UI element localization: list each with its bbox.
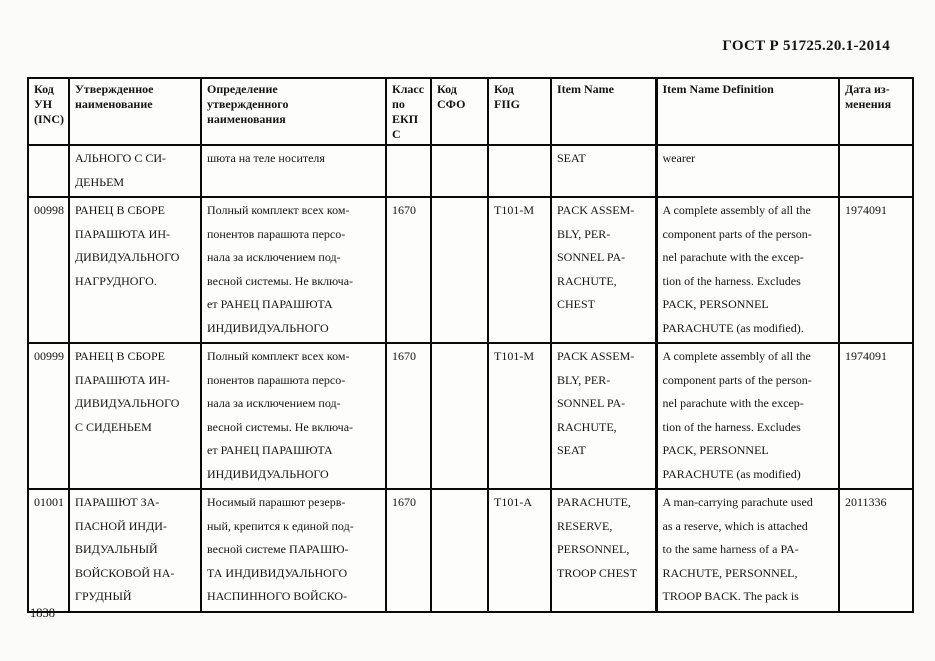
column-header-approved-name: Утвержденное наименование	[68, 77, 202, 146]
cell-approved-name-definition: Носимый парашют резерв- ный, крепится к …	[200, 488, 387, 613]
cell-approved-name-definition: Полный комплект всех ком- понентов параш…	[200, 342, 387, 490]
cell-inc-code: 00999	[27, 342, 70, 490]
page-number: 1838	[30, 606, 55, 620]
cell-change-date: 1974091	[838, 342, 914, 490]
cell-approved-name-definition: Полный комплект всех ком- понентов параш…	[200, 196, 387, 344]
cell-inc-code	[27, 144, 70, 198]
cell-sfo-code	[430, 144, 489, 198]
cell-sfo-code	[430, 488, 489, 613]
table-row: 00998 РАНЕЦ В СБОРЕ ПАРАШЮТА ИН- ДИВИДУА…	[27, 196, 914, 344]
cell-item-name: SEAT	[550, 144, 657, 198]
cell-inc-code: 00998	[27, 196, 70, 344]
cell-inc-code: 01001	[27, 488, 70, 613]
cell-item-name-definition: A complete assembly of all the component…	[654, 342, 840, 490]
table-row: АЛЬНОГО С СИ- ДЕНЬЕМ шюта на теле носите…	[27, 144, 914, 198]
cell-change-date	[838, 144, 914, 198]
cell-item-name-definition: wearer	[654, 144, 840, 198]
column-header-item-name-definition: Item Name Definition	[654, 77, 840, 146]
cell-change-date: 2011336	[838, 488, 914, 613]
cell-fiig-code: T101-M	[487, 342, 552, 490]
header-row: Код УН (INC) Утвержденное наименование О…	[27, 77, 914, 146]
cell-change-date: 1974091	[838, 196, 914, 344]
cell-sfo-code	[430, 196, 489, 344]
cell-ekps-class: 1670	[385, 196, 432, 344]
cell-sfo-code	[430, 342, 489, 490]
column-header-ekps-class: Класс по ЕКП С	[385, 77, 432, 146]
column-header-fiig-code: Код FIIG	[487, 77, 552, 146]
cell-approved-name: АЛЬНОГО С СИ- ДЕНЬЕМ	[68, 144, 202, 198]
column-header-change-date: Дата из- менения	[838, 77, 914, 146]
cell-item-name-definition: A complete assembly of all the component…	[654, 196, 840, 344]
cell-ekps-class: 1670	[385, 488, 432, 613]
cell-fiig-code	[487, 144, 552, 198]
column-header-item-name: Item Name	[550, 77, 657, 146]
cell-approved-name: ПАРАШЮТ ЗА- ПАСНОЙ ИНДИ- ВИДУАЛЬНЫЙ ВОЙС…	[68, 488, 202, 613]
table-row: 00999 РАНЕЦ В СБОРЕ ПАРАШЮТА ИН- ДИВИДУА…	[27, 342, 914, 490]
cell-fiig-code: T101-M	[487, 196, 552, 344]
cell-item-name: PACK ASSEM- BLY, PER- SONNEL PA- RACHUTE…	[550, 342, 657, 490]
cell-ekps-class	[385, 144, 432, 198]
cell-fiig-code: T101-A	[487, 488, 552, 613]
table-row: 01001 ПАРАШЮТ ЗА- ПАСНОЙ ИНДИ- ВИДУАЛЬНЫ…	[27, 488, 914, 613]
column-header-approved-name-definition: Определение утвержденного наименования	[200, 77, 387, 146]
column-header-inc-code: Код УН (INC)	[27, 77, 70, 146]
cell-item-name-definition: A man-carrying parachute used as a reser…	[654, 488, 840, 613]
cell-approved-name: РАНЕЦ В СБОРЕ ПАРАШЮТА ИН- ДИВИДУАЛЬНОГО…	[68, 342, 202, 490]
page-title: ГОСТ Р 51725.20.1-2014	[722, 38, 890, 54]
cell-item-name: PACK ASSEM- BLY, PER- SONNEL PA- RACHUTE…	[550, 196, 657, 344]
cell-item-name: PARACHUTE, RESERVE, PERSONNEL, TROOP CHE…	[550, 488, 657, 613]
cell-approved-name: РАНЕЦ В СБОРЕ ПАРАШЮТА ИН- ДИВИДУАЛЬНОГО…	[68, 196, 202, 344]
cell-approved-name-definition: шюта на теле носителя	[200, 144, 387, 198]
classification-table: Код УН (INC) Утвержденное наименование О…	[27, 77, 914, 613]
cell-ekps-class: 1670	[385, 342, 432, 490]
column-header-sfo-code: Код СФО	[430, 77, 489, 146]
